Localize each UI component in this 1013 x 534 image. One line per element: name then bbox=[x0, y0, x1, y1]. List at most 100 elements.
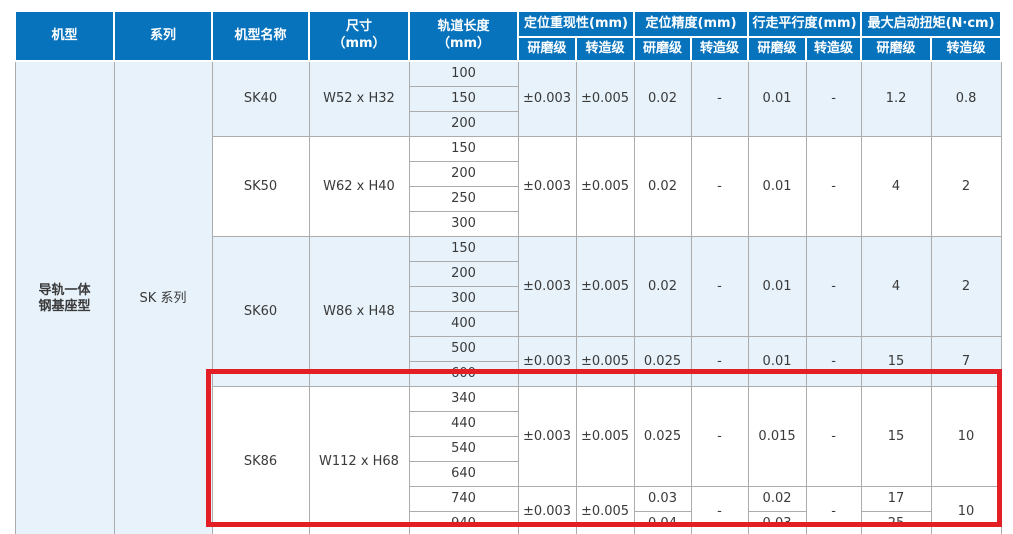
spec-cell: ±0.003 bbox=[517, 336, 577, 387]
cell-length: 250 bbox=[408, 186, 519, 212]
spec-cell: - bbox=[690, 136, 749, 237]
spec-cell: 0.01 bbox=[747, 336, 807, 387]
cell-size-sk60: W86 x H48 bbox=[308, 236, 410, 387]
cell-length: 150 bbox=[408, 86, 519, 112]
header-series: 系列 bbox=[113, 10, 213, 62]
spec-cell: ±0.005 bbox=[575, 486, 635, 534]
header-machine-type: 机型 bbox=[14, 10, 115, 62]
spec-cell: 10 bbox=[930, 486, 1002, 534]
machine-type-line2: 钢基座型 bbox=[38, 299, 91, 314]
spec-cell: 0.8 bbox=[930, 60, 1002, 137]
table-row: 500 ±0.003 ±0.005 0.025 - 0.01 - 15 7 bbox=[15, 336, 1002, 387]
table-row: SK50 W62 x H40 150 ±0.003 ±0.005 0.02 - … bbox=[15, 136, 1002, 237]
spec-cell: - bbox=[805, 136, 862, 237]
table-row: 600 bbox=[15, 361, 1001, 387]
spec-cell: 0.04 bbox=[633, 511, 692, 534]
spec-cell: 0.03 bbox=[747, 511, 807, 534]
spec-cell: ±0.003 bbox=[517, 136, 577, 237]
cell-size-sk86: W112 x H68 bbox=[308, 386, 410, 534]
spec-cell: - bbox=[805, 336, 862, 387]
cell-length: 200 bbox=[408, 261, 519, 287]
table-row: 400 bbox=[15, 311, 1001, 337]
spec-cell: - bbox=[805, 386, 862, 487]
table-row: 导轨一体 钢基座型 SK 系列 SK40 W52 x H32 100 ±0.00… bbox=[14, 60, 1002, 534]
spec-table: 机型 系列 机型名称 尺寸 （mm） 轨道长度 （mm） 定位重现性(mm) 定… bbox=[14, 10, 1003, 534]
cell-length: 600 bbox=[408, 361, 519, 387]
spec-cell: ±0.003 bbox=[517, 386, 577, 487]
spec-cell: 0.01 bbox=[747, 236, 807, 337]
header-max-starting-torque: 最大启动扭矩(N·cm) bbox=[860, 10, 1003, 38]
spec-cell: - bbox=[690, 60, 749, 137]
spec-cell: 25 bbox=[860, 511, 932, 534]
cell-length: 150 bbox=[408, 136, 519, 162]
spec-cell: ±0.005 bbox=[575, 60, 635, 137]
header-positioning-repeatability: 定位重现性(mm) bbox=[516, 10, 636, 38]
cell-size-sk50: W62 x H40 bbox=[308, 136, 410, 237]
cell-length: 200 bbox=[408, 111, 519, 137]
cell-length: 940 bbox=[408, 511, 519, 534]
spec-cell: - bbox=[690, 386, 749, 487]
spec-cell: - bbox=[690, 236, 749, 337]
subheader-grind-grade: 研磨级 bbox=[860, 36, 933, 62]
cell-model-sk40: SK40 bbox=[211, 60, 310, 137]
spec-cell: 0.025 bbox=[633, 386, 692, 487]
header-size: 尺寸 （mm） bbox=[308, 10, 410, 62]
cell-length: 200 bbox=[408, 161, 519, 187]
spec-cell: - bbox=[690, 486, 749, 534]
spec-cell: 10 bbox=[930, 386, 1002, 487]
spec-cell: ±0.005 bbox=[575, 386, 635, 487]
table-row: 300 bbox=[15, 286, 1001, 312]
cell-model-sk50: SK50 bbox=[211, 136, 310, 237]
header-size-line1: 尺寸 bbox=[345, 19, 372, 35]
cell-model-sk60: SK60 bbox=[211, 236, 310, 387]
cell-machine-type: 导轨一体 钢基座型 bbox=[14, 60, 115, 534]
spec-cell: ±0.005 bbox=[575, 236, 635, 337]
table-row: SK60 W86 x H48 150 ±0.003 ±0.005 0.02 - … bbox=[15, 236, 1002, 387]
subheader-grind-grade: 研磨级 bbox=[517, 36, 577, 62]
spec-cell: 4 bbox=[860, 136, 932, 237]
spec-cell: 0.02 bbox=[633, 236, 692, 337]
spec-cell: 0.025 bbox=[633, 336, 692, 387]
table-row: 640 bbox=[15, 461, 1001, 487]
cell-length: 150 bbox=[408, 236, 519, 262]
cell-length: 300 bbox=[408, 211, 519, 237]
cell-model-sk86: SK86 bbox=[211, 386, 310, 534]
subheader-rolled-grade: 转造级 bbox=[690, 36, 750, 62]
spec-cell: - bbox=[805, 236, 862, 337]
cell-length: 540 bbox=[408, 436, 519, 462]
table-row: 150 bbox=[15, 86, 1001, 112]
spec-cell: 7 bbox=[930, 336, 1002, 387]
table-row: 200 bbox=[15, 161, 1001, 187]
cell-length: 440 bbox=[408, 411, 519, 437]
spec-cell: 1.2 bbox=[860, 60, 932, 137]
table-row: 540 bbox=[15, 436, 1001, 462]
spec-cell: 0.01 bbox=[747, 60, 807, 137]
spec-cell: 0.01 bbox=[747, 136, 807, 237]
header-rail-length-line2: （mm） bbox=[436, 36, 491, 51]
spec-cell: - bbox=[805, 486, 862, 534]
subheader-rolled-grade: 转造级 bbox=[930, 36, 1003, 62]
spec-cell: ±0.005 bbox=[575, 336, 635, 387]
header-model-name: 机型名称 bbox=[211, 10, 310, 62]
header-size-line2: （mm） bbox=[332, 36, 386, 51]
cell-length: 640 bbox=[408, 461, 519, 487]
spec-cell: ±0.003 bbox=[517, 60, 577, 137]
spec-cell: ±0.005 bbox=[575, 136, 635, 237]
cell-length: 340 bbox=[408, 386, 519, 412]
spec-cell: 15 bbox=[860, 336, 932, 387]
spec-cell: 2 bbox=[930, 236, 1002, 337]
spec-cell: 4 bbox=[860, 236, 932, 337]
spec-cell: 0.015 bbox=[747, 386, 807, 487]
cell-length: 500 bbox=[408, 336, 519, 362]
header-rail-length-line1: 轨道长度 bbox=[437, 19, 490, 35]
spec-cell: 0.02 bbox=[747, 486, 807, 512]
spec-cell: 17 bbox=[860, 486, 932, 512]
cell-series: SK 系列 bbox=[113, 60, 213, 534]
cell-length: 400 bbox=[408, 311, 519, 337]
spec-cell: ±0.003 bbox=[517, 486, 577, 534]
table-row: 200 bbox=[15, 261, 1001, 287]
machine-type-line1: 导轨一体 bbox=[38, 283, 91, 299]
subheader-grind-grade: 研磨级 bbox=[633, 36, 693, 62]
cell-size-sk40: W52 x H32 bbox=[308, 60, 410, 137]
